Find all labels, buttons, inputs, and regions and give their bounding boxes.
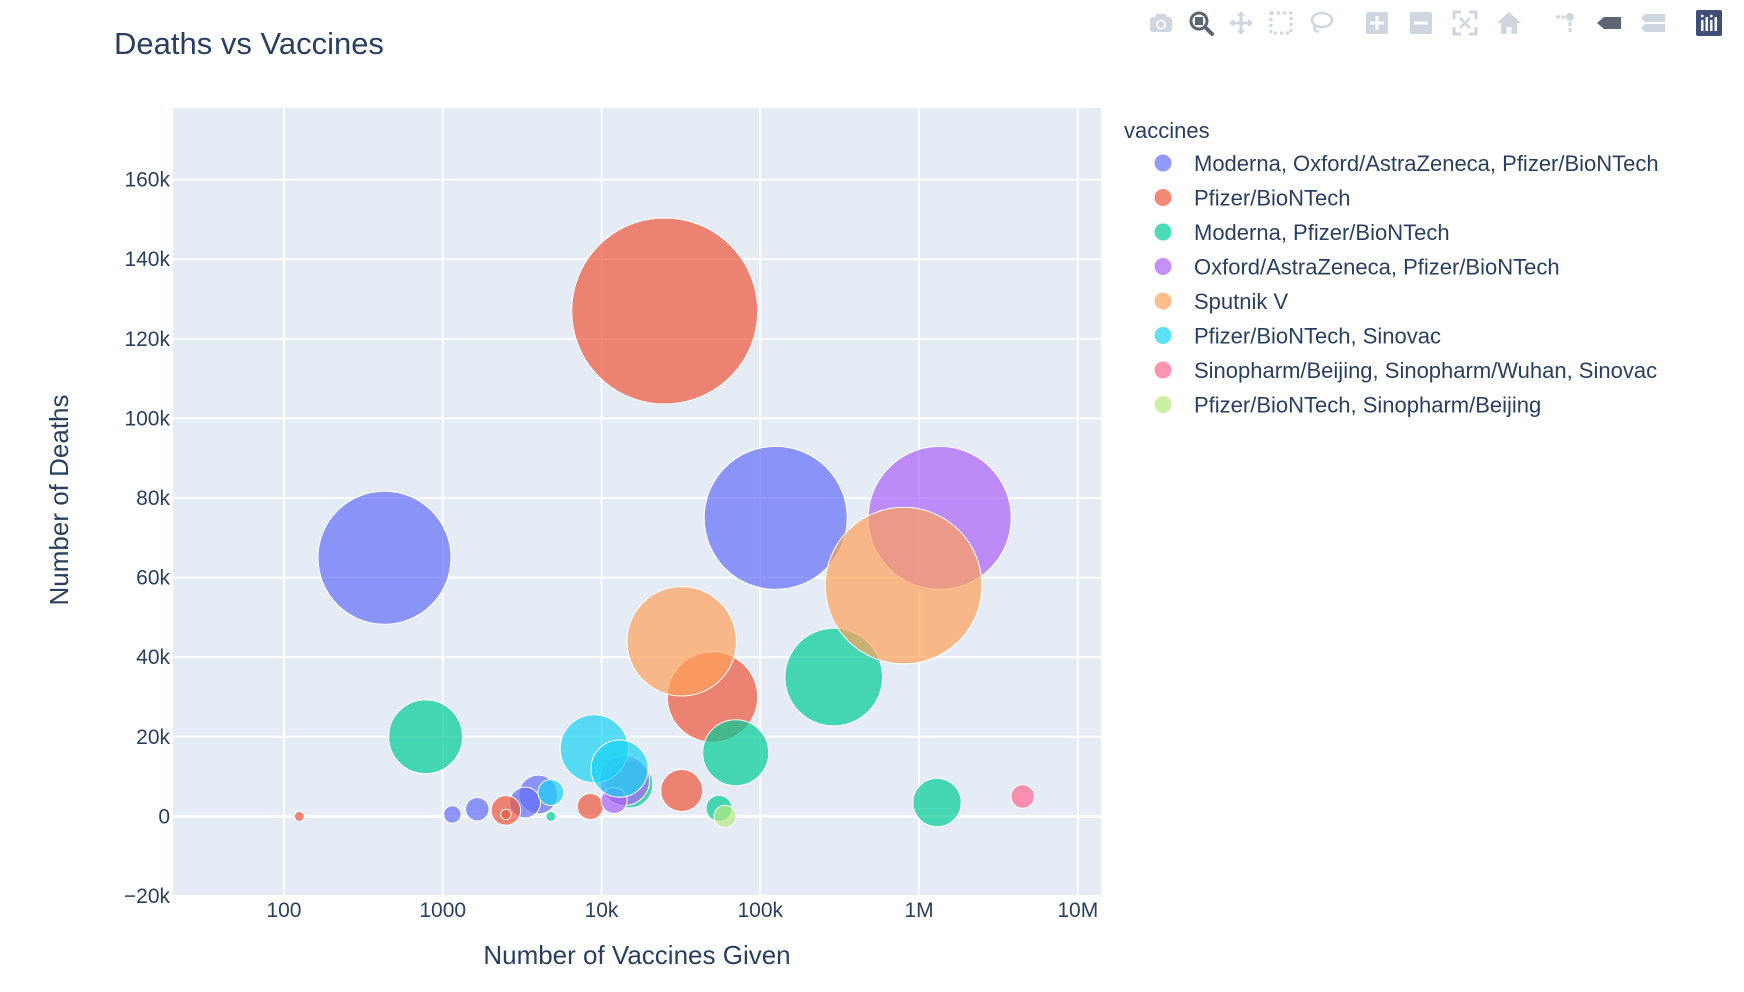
x-axis-ticks: 100 1000 10k 100k 1M 10M [266, 899, 1098, 922]
zoom-icon[interactable] [1184, 6, 1218, 40]
scatter-point[interactable] [443, 805, 462, 824]
legend-item-label[interactable]: Pfizer/BioNTech [1194, 186, 1351, 211]
plotly-logo-icon[interactable] [1692, 6, 1726, 40]
legend-item-label[interactable]: Sputnik V [1194, 289, 1288, 314]
scatter-point[interactable] [784, 627, 884, 727]
y-tick-label: 120k [124, 328, 170, 351]
hover-closest-icon[interactable] [1592, 6, 1626, 40]
bubble-layer[interactable] [293, 217, 1035, 829]
scatter-point[interactable] [590, 739, 649, 798]
scatter-point[interactable] [293, 810, 305, 822]
y-axis-ticks: −20k 0 20k 40k 60k 80k 100k 120k 140k 160k [124, 169, 171, 908]
scatter-point[interactable] [703, 445, 848, 590]
scatter-point[interactable] [626, 586, 737, 697]
legend-item-label[interactable]: Pfizer/BioNTech, Sinovac [1194, 324, 1441, 349]
x-tick-label: 100 [266, 899, 301, 922]
scatter-point[interactable] [1010, 784, 1035, 809]
scatter-point[interactable] [388, 699, 464, 775]
scatter-point[interactable] [317, 490, 452, 625]
scatter-point[interactable] [576, 793, 604, 820]
scatter-point[interactable] [912, 777, 962, 828]
legend-item-label[interactable]: Pfizer/BioNTech, Sinopharm/Beijing [1194, 393, 1541, 418]
modebar [1144, 6, 1726, 40]
scatter-point[interactable] [537, 779, 565, 806]
legend-marker[interactable] [1154, 361, 1172, 379]
scatter-point[interactable] [545, 810, 557, 822]
zoom-out-icon[interactable] [1404, 6, 1438, 40]
legend-title: vaccines [1124, 118, 1210, 143]
x-tick-label: 1M [904, 899, 933, 922]
y-tick-label: −20k [124, 885, 171, 908]
y-tick-label: 40k [136, 646, 170, 669]
scatter-point[interactable] [702, 719, 770, 787]
legend-item-label[interactable]: Moderna, Oxford/AstraZeneca, Pfizer/BioN… [1194, 151, 1659, 176]
scatter-point[interactable] [660, 769, 704, 812]
scatter-point[interactable] [500, 808, 512, 821]
legend-marker[interactable] [1154, 396, 1172, 413]
legend-item-label[interactable]: Oxford/AstraZeneca, Pfizer/BioNTech [1194, 255, 1560, 280]
zoom-button-group [1360, 6, 1526, 40]
box-select-icon[interactable] [1264, 6, 1298, 40]
chart-title: Deaths vs Vaccines [114, 26, 384, 61]
legend-marker[interactable] [1154, 258, 1172, 275]
spike-lines-icon[interactable] [1548, 6, 1582, 40]
x-tick-label: 1000 [419, 899, 466, 922]
legend-item-label[interactable]: Sinopharm/Beijing, Sinopharm/Wuhan, Sino… [1194, 358, 1657, 383]
y-tick-label: 20k [136, 726, 170, 749]
y-tick-label: 140k [124, 248, 170, 271]
x-tick-label: 10k [585, 899, 619, 922]
legend-marker[interactable] [1154, 327, 1172, 344]
y-tick-label: 100k [124, 407, 170, 430]
y-axis-title: Number of Deaths [44, 395, 74, 606]
scatter-point[interactable] [824, 506, 983, 665]
x-tick-label: 100k [737, 899, 783, 922]
camera-icon[interactable] [1144, 6, 1178, 40]
legend-item-label[interactable]: Moderna, Pfizer/BioNTech [1194, 220, 1450, 245]
legend-marker[interactable] [1154, 223, 1172, 241]
pan-icon[interactable] [1224, 6, 1258, 40]
y-tick-label: 80k [136, 487, 170, 510]
hover-button-group [1548, 6, 1670, 40]
scatter-point[interactable] [465, 797, 490, 822]
autoscale-icon[interactable] [1448, 6, 1482, 40]
scatter-point[interactable] [713, 804, 737, 829]
legend-marker[interactable] [1154, 292, 1172, 310]
x-axis-title: Number of Vaccines Given [483, 940, 790, 970]
x-tick-label: 10M [1057, 899, 1098, 922]
reset-axes-icon[interactable] [1492, 6, 1526, 40]
logo-button-group [1692, 6, 1726, 40]
legend-marker[interactable] [1154, 154, 1172, 172]
y-tick-label: 160k [124, 169, 170, 192]
zoom-in-icon[interactable] [1360, 6, 1394, 40]
lasso-select-icon[interactable] [1304, 6, 1338, 40]
hover-compare-icon[interactable] [1636, 6, 1670, 40]
scatter-point[interactable] [571, 217, 759, 405]
y-tick-label: 60k [136, 567, 170, 590]
y-tick-label: 0 [158, 805, 170, 828]
legend-marker[interactable] [1154, 189, 1172, 206]
legend: vaccines Moderna, Oxford/AstraZeneca, Pf… [1124, 118, 1659, 418]
